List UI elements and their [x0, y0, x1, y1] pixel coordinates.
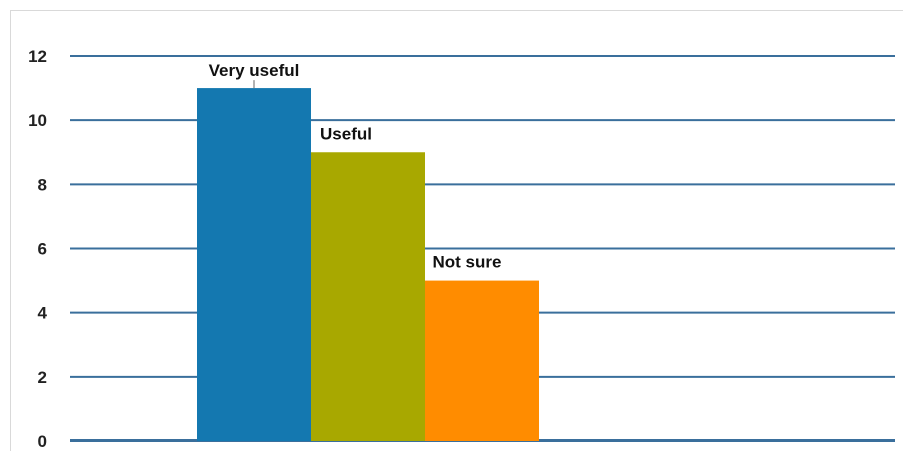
y-tick-label: 10: [28, 111, 47, 130]
bar-useful[interactable]: [311, 152, 425, 441]
data-label-very-useful: Very useful: [209, 61, 300, 80]
data-label-not-sure: Not sure: [433, 253, 502, 272]
bar-very-useful[interactable]: [197, 88, 311, 441]
bars: [197, 88, 539, 441]
y-tick-label: 2: [38, 368, 47, 387]
y-axis-ticks: 0 2 4 6 8 10 12: [28, 47, 47, 451]
data-label-useful: Useful: [320, 124, 372, 143]
y-tick-label: 6: [38, 240, 47, 259]
y-tick-label: 4: [38, 304, 48, 323]
y-tick-label: 8: [38, 175, 47, 194]
y-tick-label: 12: [28, 47, 47, 66]
chart-frame: [10, 10, 903, 451]
y-tick-label: 0: [38, 432, 47, 451]
bar-not-sure[interactable]: [425, 280, 539, 441]
data-labels: Very useful Useful Not sure: [209, 61, 502, 272]
